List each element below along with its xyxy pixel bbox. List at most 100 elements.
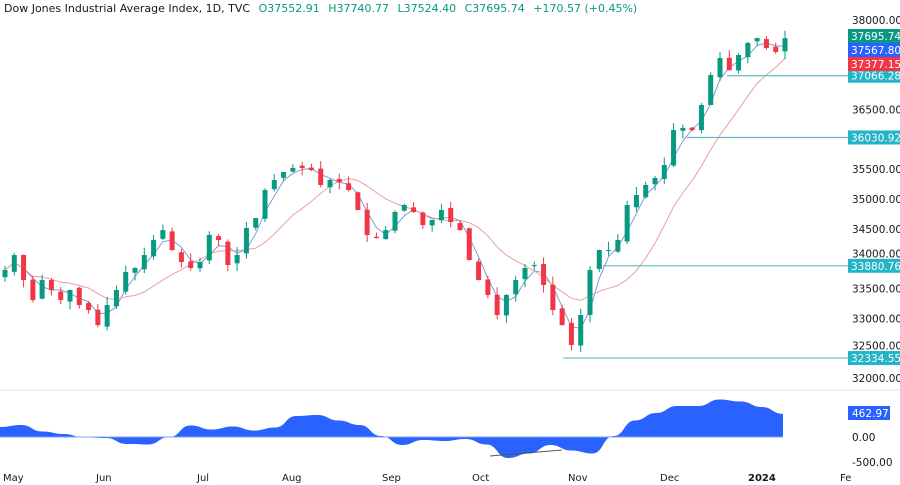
level-badge bbox=[848, 351, 900, 366]
candle-body bbox=[531, 265, 537, 267]
price-axis-tick: 32000.00 bbox=[852, 373, 900, 385]
candle-body bbox=[550, 284, 556, 310]
ma-slow-line bbox=[4, 57, 786, 301]
close-value: C37695.74 bbox=[464, 2, 525, 15]
candle-body bbox=[587, 270, 593, 315]
candle-body bbox=[113, 290, 119, 307]
time-axis-tick: Jul bbox=[196, 473, 209, 484]
time-axis-tick: Fe bbox=[840, 473, 851, 484]
price-axis-tick: 33500.00 bbox=[852, 284, 900, 296]
candle-body bbox=[754, 38, 760, 42]
candle-body bbox=[178, 252, 184, 263]
time-axis-tick: Aug bbox=[282, 473, 302, 484]
time-axis-tick: May bbox=[3, 473, 24, 484]
price-badge-label: 37377.15 bbox=[851, 59, 900, 71]
candle-body bbox=[624, 204, 630, 242]
candle-body bbox=[522, 267, 528, 280]
ma-fast-line bbox=[4, 42, 786, 329]
high-value: H37740.77 bbox=[328, 2, 389, 15]
candle-body bbox=[411, 207, 417, 213]
price-badge-label: 37695.74 bbox=[851, 31, 900, 43]
time-axis-tick: 2024 bbox=[748, 473, 776, 484]
candle-body bbox=[708, 75, 714, 105]
price-axis-tick: 34500.00 bbox=[852, 224, 900, 236]
candle-body bbox=[104, 305, 110, 327]
candle-body bbox=[216, 236, 222, 241]
candle-body bbox=[86, 302, 92, 310]
candle-body bbox=[271, 180, 277, 190]
candle-body bbox=[633, 195, 639, 208]
price-badge-last bbox=[848, 29, 900, 43]
price-axis-tick: 34000.00 bbox=[852, 248, 900, 260]
candle-body bbox=[281, 172, 287, 178]
candle-body bbox=[494, 294, 500, 316]
candle-body bbox=[132, 267, 138, 273]
price-badge-label: 37567.80 bbox=[851, 45, 900, 57]
candle-body bbox=[448, 207, 454, 223]
candle-body bbox=[773, 46, 779, 52]
candle-body bbox=[336, 179, 342, 183]
candle-body bbox=[429, 220, 435, 226]
candle-body bbox=[327, 180, 333, 188]
time-axis-tick: Sep bbox=[382, 473, 401, 484]
candle-body bbox=[568, 322, 574, 346]
candle-body bbox=[420, 212, 426, 226]
price-axis-tick: 36500.00 bbox=[852, 105, 900, 117]
candle-body bbox=[318, 168, 324, 185]
candle-body bbox=[680, 128, 686, 131]
candle-body bbox=[763, 39, 769, 48]
candle-body bbox=[578, 315, 584, 346]
candle-body bbox=[689, 127, 695, 131]
candle-body bbox=[39, 280, 45, 299]
candle-body bbox=[76, 287, 82, 306]
oscillator-area bbox=[0, 399, 783, 458]
level-badge bbox=[848, 68, 900, 83]
candle-body bbox=[671, 130, 677, 166]
price-axis-tick: 38000.00 bbox=[852, 15, 900, 27]
price-badge-ma_fast bbox=[848, 43, 900, 57]
level-badge-label: 37066.28 bbox=[851, 71, 900, 83]
candle-body bbox=[485, 279, 491, 296]
level-badge-label: 32334.55 bbox=[851, 353, 900, 365]
open-value: O37552.91 bbox=[258, 2, 320, 15]
candle-body bbox=[11, 255, 17, 272]
candle-body bbox=[308, 167, 314, 171]
candle-body bbox=[401, 204, 407, 211]
candle-body bbox=[392, 212, 398, 231]
candle-body bbox=[169, 231, 175, 251]
candle-body bbox=[606, 250, 612, 252]
divergence-line bbox=[489, 449, 563, 457]
candle-body bbox=[652, 178, 658, 185]
level-badge-label: 36030.92 bbox=[851, 132, 900, 144]
time-axis-tick: Nov bbox=[568, 473, 588, 484]
candle-body bbox=[262, 190, 268, 219]
candle-body bbox=[123, 271, 129, 292]
candle-body bbox=[736, 55, 742, 71]
candle-body bbox=[615, 240, 621, 252]
candle-body bbox=[717, 58, 723, 78]
price-axis-tick: 35000.00 bbox=[852, 194, 900, 206]
candle-body bbox=[782, 38, 788, 52]
candle-body bbox=[2, 270, 8, 278]
candle-body bbox=[290, 167, 296, 172]
candle-body bbox=[559, 308, 565, 326]
candle-body bbox=[541, 264, 547, 285]
price-axis-tick: 32500.00 bbox=[852, 341, 900, 353]
candle-body bbox=[160, 230, 166, 239]
time-axis-tick: Oct bbox=[472, 473, 489, 484]
candle-body bbox=[373, 236, 379, 239]
candle-body bbox=[383, 230, 389, 240]
level-badge-label: 33880.76 bbox=[851, 261, 900, 273]
candle-body bbox=[151, 240, 157, 257]
candle-body bbox=[745, 42, 751, 58]
candle-body bbox=[58, 291, 64, 301]
candle-body bbox=[253, 218, 259, 228]
candle-body bbox=[197, 262, 203, 269]
change-value: +170.57 (+0.45%) bbox=[533, 2, 638, 15]
symbol-title[interactable]: Dow Jones Industrial Average Index, 1D, … bbox=[4, 2, 251, 15]
candle-body bbox=[299, 165, 305, 168]
candle-body bbox=[698, 105, 704, 131]
candle-body bbox=[438, 209, 444, 221]
candle-body bbox=[726, 57, 732, 71]
